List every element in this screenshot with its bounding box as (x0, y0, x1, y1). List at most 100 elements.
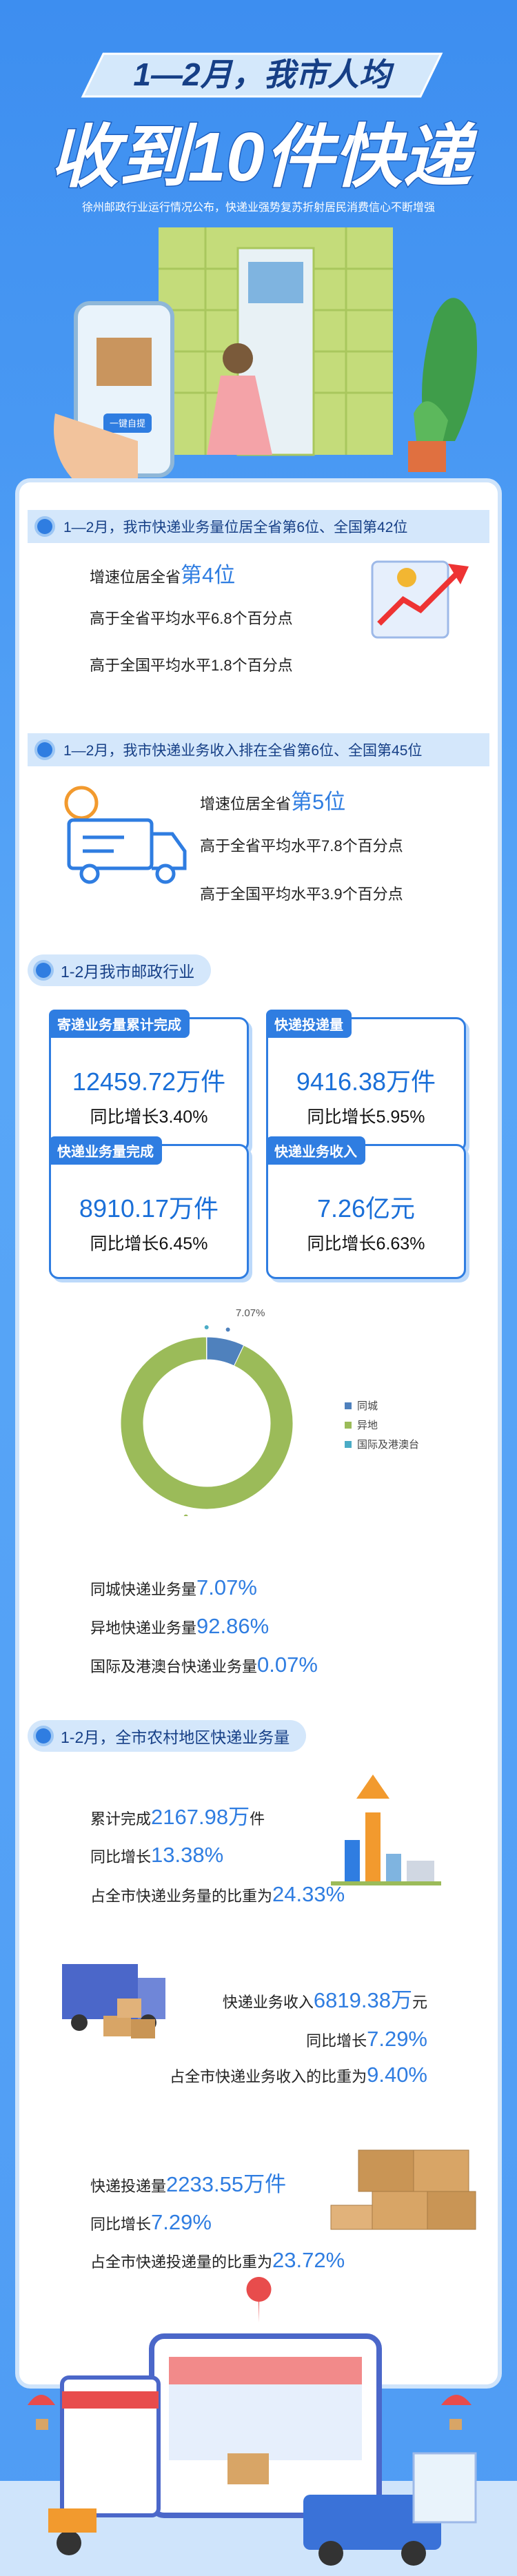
text: 同城快递业务量 (90, 1581, 197, 1598)
text: 件 (250, 1810, 265, 1828)
card-growth: 同比增长6.63% (307, 1234, 425, 1254)
text-row: 同比增长13.38% (90, 1841, 223, 1871)
text-row: 国际及港澳台快递业务量0.07% (90, 1651, 318, 1681)
person-body (207, 376, 272, 455)
bar-icon (331, 1775, 441, 1885)
highlight-number: 第5位 (291, 790, 346, 814)
text-row: 增速位居全省第4位 (90, 562, 235, 591)
text: 同比增长 (306, 2032, 367, 2049)
delivery-art (62, 1964, 165, 2038)
growth-icon (371, 560, 469, 639)
card-label: 快递业务量完成 (49, 1136, 162, 1165)
text-row: 异地快递业务量92.86% (90, 1613, 269, 1642)
text: 同比增长 (90, 1848, 152, 1865)
stat-card: 寄递业务量累计完成 12459.72万件同比增长3.40% (49, 1010, 249, 1152)
section-heading: 1-2月，全市农村地区快递业务量 (28, 1720, 307, 1752)
highlight-number: 2167.98万 (151, 1805, 250, 1829)
heading-text: 1—2月，我市快递业务收入排在全省第6位、全国第45位 (63, 743, 423, 759)
boxes-art (330, 2149, 476, 2230)
stat-card: 快递业务收入 7.26亿元同比增长6.63% (266, 1136, 466, 1279)
highlight-number: 2233.55万件 (166, 2172, 287, 2196)
stat-card: 快递业务量完成 8910.17万件同比增长6.45% (49, 1136, 249, 1279)
footer-art (0, 2277, 517, 2576)
card-growth: 同比增长6.45% (90, 1234, 208, 1254)
highlight-number: 6819.38万 (313, 1988, 412, 2012)
section-heading: 1—2月，我市快递业务量位居全省第6位、全国第42位 (28, 510, 489, 543)
text-row: 同城快递业务量7.07% (90, 1574, 257, 1604)
header-art: 一键自提 1—2月，我市人均 收到10件快递 徐州邮政行业运行情况公布，快递业强… (49, 52, 479, 482)
highlight-number: 7.29% (367, 2027, 427, 2051)
card-label: 快递业务收入 (266, 1136, 365, 1165)
label-dot (183, 1514, 188, 1516)
text: 快递业务收入 (222, 1994, 314, 2011)
highlight-number: 7.29% (151, 2210, 212, 2234)
highlight-number: 7.07% (196, 1575, 257, 1599)
section-heading: 1-2月我市邮政行业 (28, 954, 212, 986)
heading-text: 1—2月，我市快递业务量位居全省第6位、全国第42位 (63, 520, 408, 535)
text-row: 快递投递量2233.55万件 (90, 2171, 286, 2200)
slice-label: 7.07% (236, 1307, 265, 1319)
text: 高于全省平均水平7.8个百分点 (200, 837, 403, 855)
text-row: 高于全省平均水平7.8个百分点 (200, 832, 403, 860)
text: 同比增长 (90, 2216, 152, 2233)
highlight-number: 13.38% (151, 1843, 224, 1867)
card-value: 7.26亿元 (316, 1194, 416, 1223)
label-dot (225, 1327, 230, 1332)
title-line1: 1—2月，我市人均 (133, 57, 394, 92)
pot (408, 441, 446, 472)
phone-button[interactable]: 一键自提 (110, 418, 145, 429)
plant (414, 401, 448, 448)
card-value: 8910.17万件 (79, 1194, 219, 1223)
text: 快递投递量 (90, 2178, 167, 2195)
donut-slice (205, 1336, 207, 1360)
card-growth: 同比增长3.40% (90, 1107, 208, 1127)
text: 占全市快递业务收入的比重为 (170, 2068, 367, 2085)
heading-text: 1-2月我市邮政行业 (61, 963, 195, 981)
truck-icon (64, 786, 187, 884)
text-row: 高于全省平均水平6.8个百分点 (90, 605, 293, 633)
text: 增速位居全省 (90, 569, 181, 586)
highlight-number: 9.40% (367, 2063, 427, 2087)
highlight-number: 24.33% (272, 1882, 345, 1906)
text: 增速位居全省 (200, 795, 292, 812)
legend-swatch (345, 1402, 352, 1409)
highlight-number: 0.07% (257, 1653, 318, 1677)
text: 高于全国平均水平1.8个百分点 (90, 657, 293, 674)
text: 元 (412, 1994, 427, 2011)
stat-card: 快递投递量 9416.38万件 同比增长5.95% (266, 1010, 466, 1152)
section-heading: 1—2月，我市快递业务收入排在全省第6位、全国第45位 (28, 733, 489, 766)
legend-label: 同城 (357, 1400, 378, 1412)
person-head (223, 343, 253, 374)
text: 高于全省平均水平6.8个百分点 (90, 610, 293, 627)
text-row: 同比增长7.29% (306, 2025, 427, 2055)
text: 占全市快递投递量的比重为 (90, 2253, 273, 2271)
text-row: 同比增长7.29% (90, 2209, 212, 2238)
subtitle: 徐州邮政行业运行情况公布，快递业强势复苏折射居民消费信心不断增强 (82, 201, 435, 214)
text: 高于全国平均水平3.9个百分点 (200, 886, 403, 903)
legend-label: 异地 (357, 1420, 378, 1431)
legend-label: 国际及港澳台 (357, 1439, 419, 1451)
content-panel (19, 482, 498, 2384)
highlight-number: 23.72% (272, 2248, 345, 2272)
legend-swatch (345, 1422, 352, 1429)
card-label: 寄递业务量累计完成 (49, 1010, 190, 1038)
card-value: 9416.38万件 (296, 1067, 436, 1096)
card-value: 12459.72万件 (72, 1067, 226, 1096)
title-banner (81, 52, 443, 98)
text: 累计完成 (90, 1810, 152, 1828)
button-bg (103, 413, 152, 433)
text-row: 累计完成2167.98万件 (90, 1803, 265, 1833)
screen (248, 262, 303, 303)
text-row: 占全市快递业务量的比重为24.33% (90, 1881, 345, 1910)
text: 占全市快递业务量的比重为 (90, 1888, 273, 1905)
highlight-number: 第4位 (181, 563, 236, 587)
card-label: 快递投递量 (266, 1010, 352, 1038)
text-row: 高于全国平均水平3.9个百分点 (200, 881, 403, 908)
donut-slice (120, 1336, 294, 1510)
text-row: 占全市快递投递量的比重为23.72% (90, 2247, 345, 2276)
text-row: 高于全国平均水平1.8个百分点 (90, 652, 293, 679)
text-row: 占全市快递业务收入的比重为9.40% (170, 2061, 427, 2091)
